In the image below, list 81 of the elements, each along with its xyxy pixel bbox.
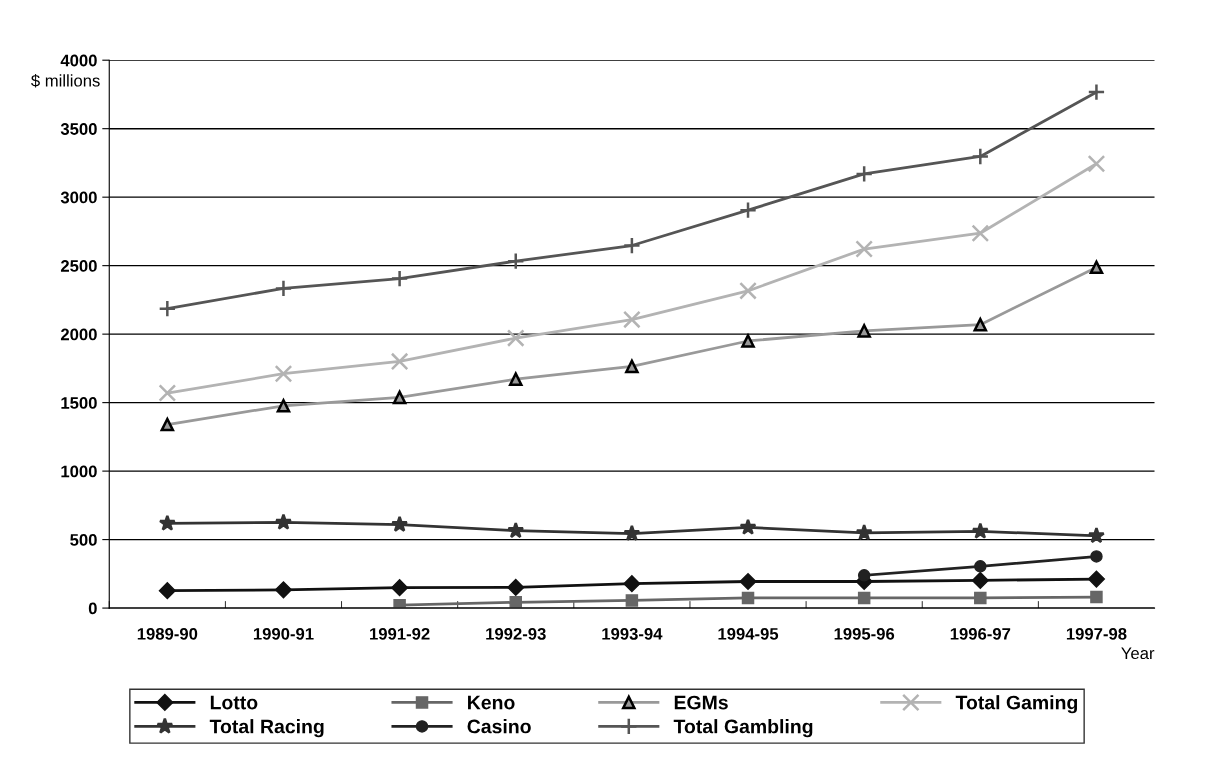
legend-label: Lotto <box>210 695 258 710</box>
x-tick-label: 1991-92 <box>370 627 430 640</box>
point <box>158 514 176 531</box>
point <box>391 579 409 597</box>
point <box>1090 590 1103 604</box>
legend-label: Total Gaming <box>955 695 1078 714</box>
y-tick-label: 1000 <box>61 465 97 478</box>
point <box>509 596 522 609</box>
y-tick-label: 500 <box>70 533 97 546</box>
point <box>508 372 523 387</box>
point <box>390 352 409 371</box>
legend-label: Keno <box>468 695 515 710</box>
point <box>1090 550 1103 563</box>
point <box>506 252 525 271</box>
legend-label: EGMs <box>674 695 728 710</box>
point <box>1089 260 1104 275</box>
point <box>1087 83 1106 101</box>
point <box>274 364 293 383</box>
legend-label: Total Gambling <box>673 719 813 738</box>
y-tick-label: 4000 <box>60 54 97 67</box>
x-axis-title: Year <box>1121 647 1155 660</box>
point <box>855 523 873 541</box>
point <box>274 581 293 599</box>
point <box>739 518 757 535</box>
point <box>625 594 639 607</box>
point <box>392 390 407 405</box>
point <box>623 575 641 593</box>
point <box>160 417 175 432</box>
point <box>971 522 989 539</box>
point <box>393 598 406 609</box>
point <box>274 513 292 530</box>
point <box>158 299 177 318</box>
point <box>857 591 871 605</box>
point <box>855 164 874 183</box>
point <box>1087 154 1106 173</box>
x-tick-label: 1992-93 <box>486 627 546 640</box>
x-tick-label: 1990-91 <box>253 627 314 640</box>
y-tick-label: 0 <box>88 602 97 615</box>
point <box>857 569 871 582</box>
x-tick-label: 1996-97 <box>950 627 1011 640</box>
point <box>971 147 990 166</box>
y-tick-label: 3500 <box>60 123 97 135</box>
point <box>507 521 525 539</box>
point <box>158 582 176 600</box>
legend-label: Casino <box>467 719 531 734</box>
y-tick-label: 1500 <box>61 397 97 409</box>
point <box>739 572 757 591</box>
point <box>623 310 641 329</box>
point <box>391 515 409 532</box>
point <box>276 398 291 413</box>
point <box>623 524 641 541</box>
point <box>625 359 639 374</box>
x-tick-label: 1994-95 <box>718 627 779 640</box>
point <box>973 317 988 332</box>
point <box>739 201 757 220</box>
point <box>274 279 293 298</box>
y-tick-label: 2500 <box>60 260 97 272</box>
y-tick-label: 3000 <box>60 191 97 204</box>
y-axis-title: $ millions <box>31 74 100 88</box>
point <box>739 281 757 300</box>
legend-label: Total Racing <box>209 719 324 738</box>
point <box>390 269 409 288</box>
point <box>623 236 641 255</box>
point <box>506 329 525 347</box>
x-tick-label: 1997-98 <box>1066 627 1127 640</box>
point <box>857 324 871 338</box>
point <box>974 560 987 573</box>
point <box>741 334 755 348</box>
x-tick-label: 1989-90 <box>137 627 198 640</box>
point <box>971 224 990 243</box>
point <box>971 571 989 589</box>
point <box>158 384 177 402</box>
point <box>741 591 755 605</box>
point <box>507 578 525 596</box>
point <box>974 591 987 605</box>
point <box>1087 570 1105 588</box>
point <box>1087 526 1105 544</box>
point <box>855 240 874 258</box>
x-tick-label: 1995-96 <box>834 627 895 640</box>
y-tick-label: 2000 <box>60 328 97 341</box>
x-tick-label: 1993-94 <box>602 627 663 640</box>
